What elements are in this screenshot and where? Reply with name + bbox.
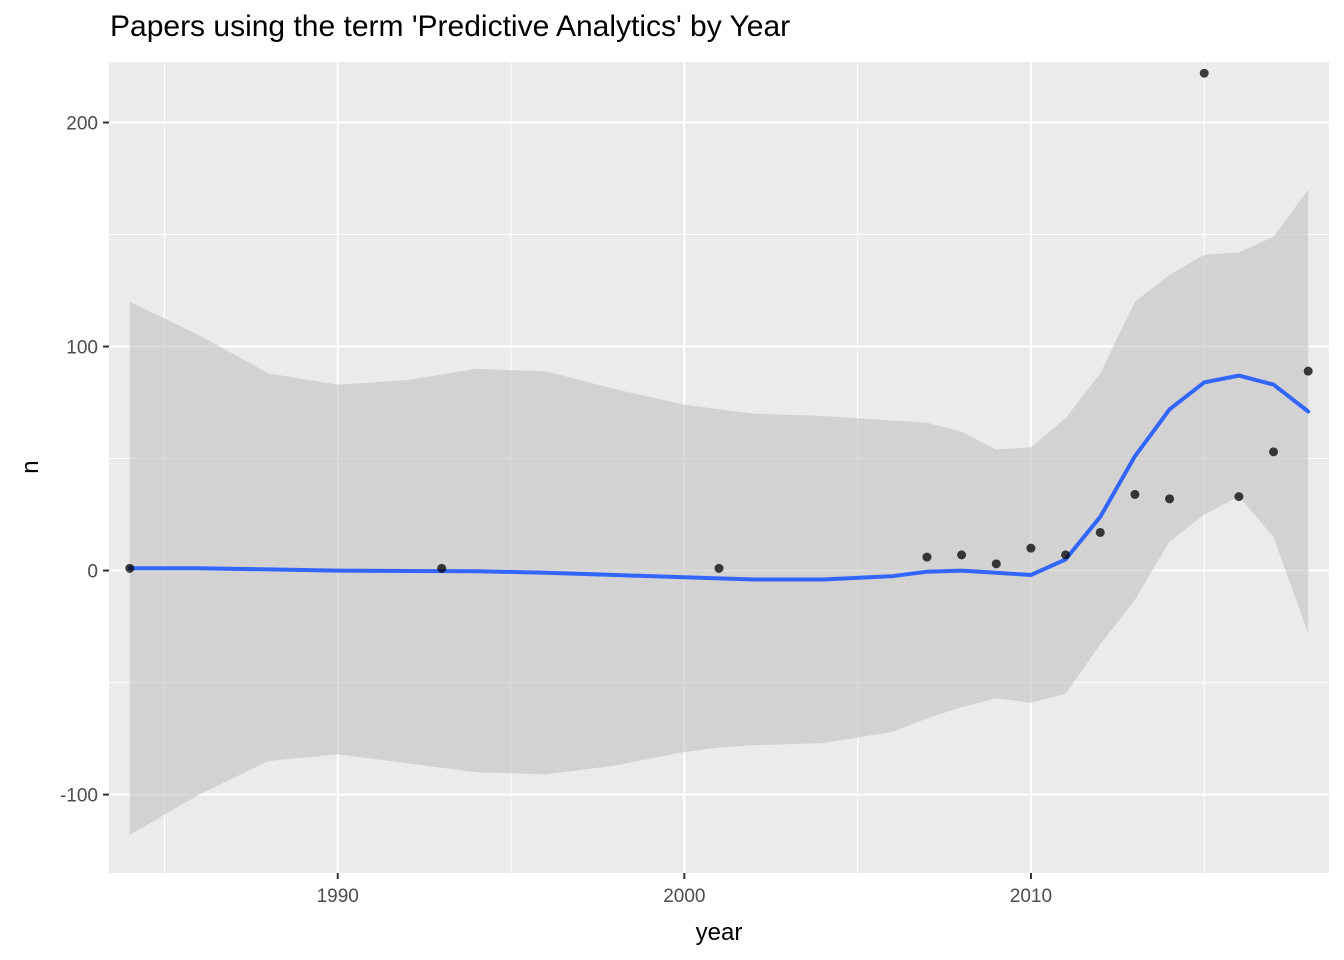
data-point-2007 (922, 552, 932, 562)
y-tick-label: -100 (60, 786, 98, 807)
data-point-2017 (1269, 447, 1279, 457)
data-point-2010 (1026, 543, 1036, 553)
data-point-2014 (1165, 494, 1175, 504)
data-point-2009 (991, 559, 1001, 569)
data-point-2015 (1199, 68, 1209, 78)
y-axis-ticks: -100 0 100 200 (60, 113, 109, 807)
data-point-2011 (1061, 550, 1071, 560)
chart-title: Papers using the term 'Predictive Analyt… (110, 10, 791, 43)
data-point-2016 (1234, 492, 1244, 502)
data-point-2018 (1303, 366, 1313, 376)
data-point-2013 (1130, 489, 1140, 499)
data-points (125, 68, 1313, 573)
y-tick-label: 200 (66, 113, 98, 134)
x-axis-title: year (696, 919, 743, 946)
y-tick-label: 100 (66, 338, 98, 359)
x-tick-label: 2010 (1010, 886, 1052, 907)
x-tick-label: 2000 (663, 886, 705, 907)
data-point-1993 (437, 563, 447, 573)
x-tick-label: 1990 (317, 886, 359, 907)
data-point-2001 (714, 563, 724, 573)
x-axis-ticks: 1990 2000 2010 (317, 873, 1052, 907)
data-point-1984 (125, 563, 135, 573)
confidence-ribbon (129, 189, 1309, 835)
data-point-2012 (1095, 527, 1105, 537)
data-point-2008 (957, 550, 967, 560)
y-axis-title: n (17, 460, 44, 473)
smooth-line (127, 373, 1311, 582)
y-tick-label: 0 (87, 562, 98, 583)
